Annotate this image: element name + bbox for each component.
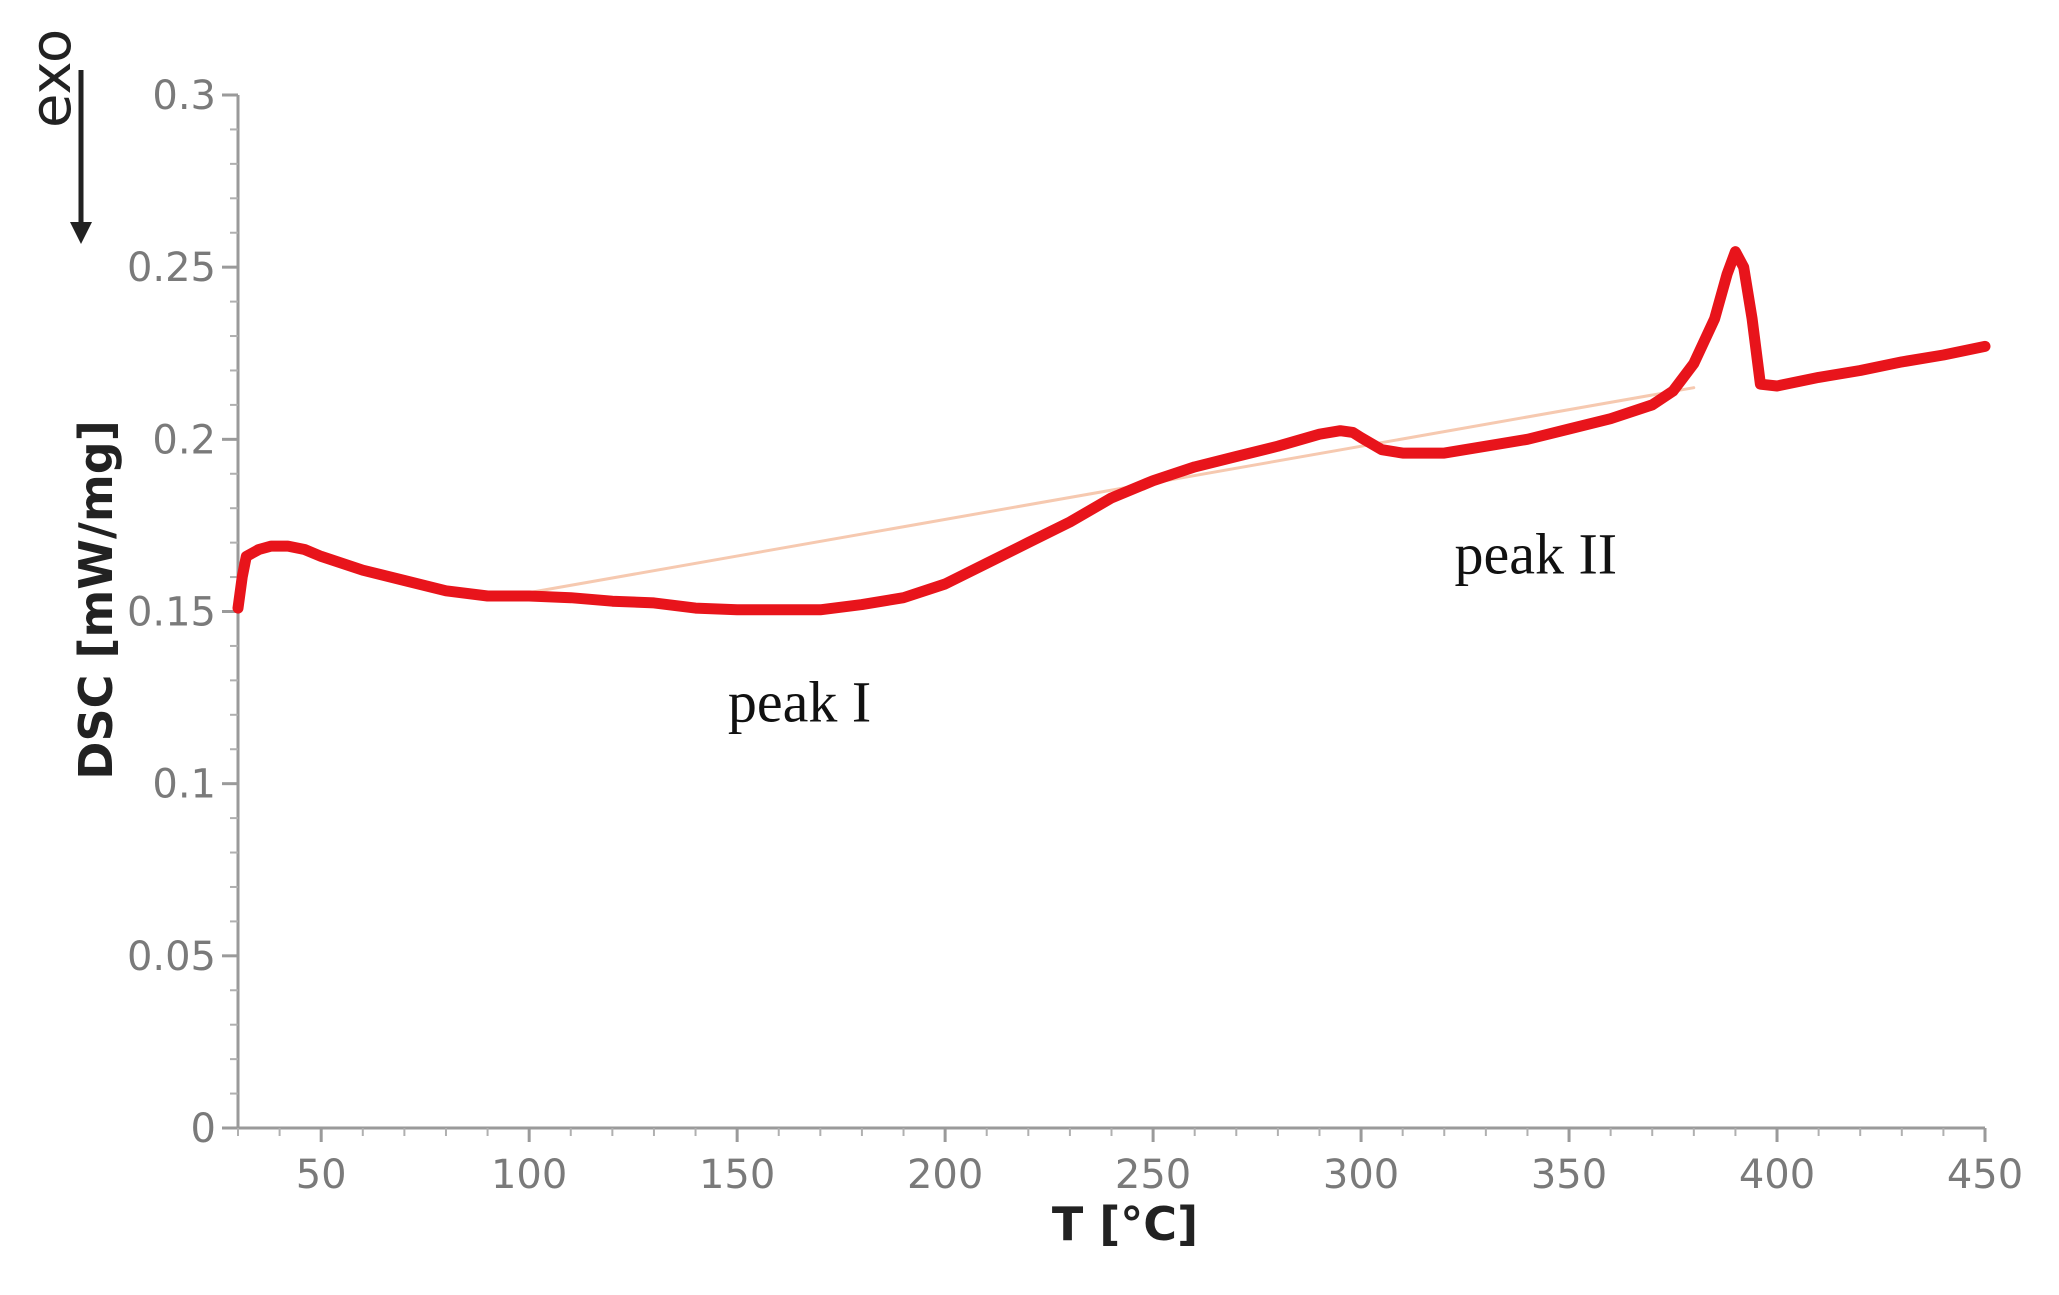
peak-annotation: peak I	[728, 670, 871, 735]
y-tick-label: 0.3	[152, 73, 216, 119]
y-tick-label: 0.15	[127, 590, 216, 636]
x-axis-title: T [°C]	[1052, 1197, 1198, 1251]
series-layer	[232, 246, 1991, 616]
peak-annotation: peak II	[1454, 522, 1617, 587]
y-axis-ticks: 0 0.05 0.1 0.15 0.2 0.25 0.3	[127, 73, 238, 1152]
exo-label: exo	[19, 29, 84, 128]
y-tick-label: 0	[191, 1106, 216, 1152]
exo-arrow-head	[70, 222, 92, 244]
x-tick-label: 100	[491, 1152, 567, 1198]
y-tick-label: 0.05	[127, 934, 216, 980]
baseline-line	[527, 386, 1696, 595]
x-tick-label: 50	[296, 1152, 347, 1198]
x-tick-label: 400	[1739, 1152, 1815, 1198]
exo-indicator: exo	[19, 29, 92, 244]
x-tick-label: 300	[1323, 1152, 1399, 1198]
x-tick-label: 200	[907, 1152, 983, 1198]
x-tick-label: 250	[1115, 1152, 1191, 1198]
y-tick-label: 0.25	[127, 245, 216, 291]
dsc-curve	[232, 246, 1991, 616]
x-tick-label: 350	[1531, 1152, 1607, 1198]
axes	[236, 95, 1985, 1130]
y-axis-title: DSC [mW/mg]	[69, 420, 123, 779]
x-tick-label: 450	[1947, 1152, 2023, 1198]
annotations: peak I peak II	[728, 522, 1617, 735]
y-tick-label: 0.1	[152, 762, 216, 808]
x-axis-ticks: 50 100 150 200 250 300 350 400 450	[237, 1128, 2023, 1198]
y-tick-label: 0.2	[152, 417, 216, 463]
x-tick-label: 150	[699, 1152, 775, 1198]
